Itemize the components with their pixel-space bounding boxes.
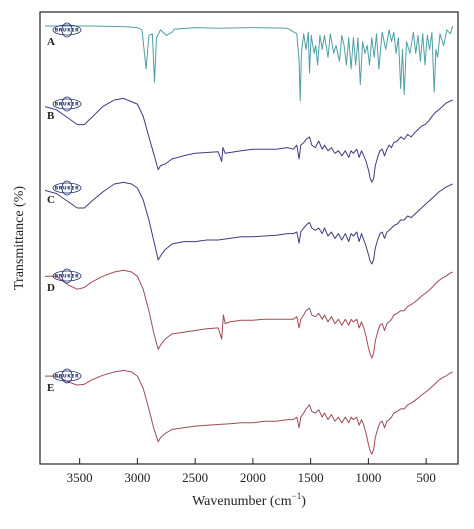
bruker-logo-c: BRUKER bbox=[52, 180, 82, 196]
bruker-logo-a: BRUKER bbox=[52, 22, 82, 38]
x-tick-label-3000: 3000 bbox=[124, 470, 150, 485]
x-tick-label-2500: 2500 bbox=[182, 470, 208, 485]
plot-frame bbox=[39, 11, 459, 465]
trace-label-a: A bbox=[47, 36, 55, 48]
bruker-logo-e: BRUKER bbox=[52, 368, 82, 384]
x-tick-label-3500: 3500 bbox=[67, 470, 93, 485]
svg-text:BRUKER: BRUKER bbox=[55, 274, 80, 280]
x-tick-label-2000: 2000 bbox=[240, 470, 266, 485]
svg-text:BRUKER: BRUKER bbox=[55, 374, 80, 380]
svg-text:BRUKER: BRUKER bbox=[55, 28, 80, 34]
trace-label-b: B bbox=[47, 110, 55, 122]
x-axis-ticks: 3500 3000 2500 2000 1500 1000 500 bbox=[67, 458, 436, 485]
spectrum-line-a bbox=[45, 25, 454, 102]
svg-text:BRUKER: BRUKER bbox=[55, 102, 80, 108]
svg-text:BRUKER: BRUKER bbox=[55, 186, 80, 192]
spectrum-line-d bbox=[45, 269, 453, 359]
y-axis-title: Transmittance (%) bbox=[12, 186, 27, 290]
bruker-logo-b: BRUKER bbox=[52, 96, 82, 112]
trace-label-e: E bbox=[47, 382, 54, 394]
trace-label-d: D bbox=[47, 282, 55, 294]
x-tick-label-1500: 1500 bbox=[298, 470, 324, 485]
x-axis-title: Wavenumber (cm−1) bbox=[192, 491, 306, 509]
spectrum-line-e bbox=[45, 369, 453, 455]
spectrum-line-b bbox=[44, 97, 453, 183]
bruker-logo-d: BRUKER bbox=[52, 268, 82, 284]
x-tick-label-1000: 1000 bbox=[355, 470, 381, 485]
x-tick-label-500: 500 bbox=[416, 470, 436, 485]
spectrum-line-c bbox=[44, 181, 453, 265]
trace-label-c: C bbox=[47, 194, 55, 206]
